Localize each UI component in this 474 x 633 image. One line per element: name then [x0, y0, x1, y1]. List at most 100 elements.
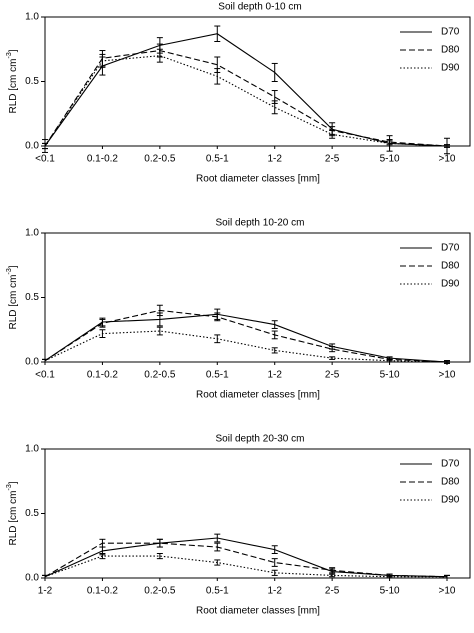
- plot-frame: [44, 448, 471, 579]
- error-bar: [214, 334, 221, 344]
- y-axis-label-part: ]: [8, 265, 19, 268]
- legend-label: D90: [441, 279, 460, 290]
- error-bar: [329, 573, 336, 578]
- y-tick-label: 1.0: [25, 228, 39, 239]
- x-tick-label: 0.2-0.5: [144, 154, 176, 165]
- x-axis-label: Root diameter classes [mm]: [196, 606, 320, 617]
- chart-title: Soil depth 10-20 cm: [216, 218, 305, 229]
- x-tick-label: >10: [439, 370, 456, 381]
- y-axis-label: RLD [cm cm-3]: [6, 265, 19, 329]
- data-line: [44, 542, 448, 578]
- error-bar: [444, 574, 450, 579]
- error-bar: [444, 144, 450, 148]
- error-bar: [271, 320, 278, 329]
- error-bar: [99, 318, 106, 328]
- error-bar: [99, 538, 106, 548]
- x-tick-label: 0.5-1: [206, 370, 229, 381]
- data-line: [44, 537, 448, 578]
- y-axis-label-part: RLD [cm cm: [8, 491, 19, 546]
- error-bar: [329, 356, 336, 360]
- x-axis-label: Root diameter classes [mm]: [196, 390, 320, 401]
- y-axis-label-part: ]: [8, 49, 19, 52]
- error-bar: [99, 552, 106, 560]
- x-tick-label: <0.1: [35, 154, 55, 165]
- y-tick-label: 0.5: [25, 76, 39, 87]
- legend-label: D70: [441, 27, 460, 38]
- error-bar: [386, 574, 393, 579]
- x-tick-label: 2-5: [325, 154, 340, 165]
- y-axis-label: RLD [cm cm-3]: [6, 49, 19, 113]
- data-line: [44, 33, 448, 147]
- legend-label: D80: [441, 477, 460, 488]
- y-tick-label: 0.0: [25, 357, 39, 368]
- x-tick-label: 5-10: [380, 154, 400, 165]
- error-bar: [329, 567, 336, 574]
- legend-label: D80: [441, 45, 460, 56]
- legend-label: D70: [441, 243, 460, 254]
- x-tick-label: 1-2: [267, 154, 282, 165]
- data-line: [44, 55, 448, 147]
- error-bar: [156, 326, 163, 336]
- error-bar: [271, 558, 278, 567]
- error-bar: [386, 140, 393, 147]
- error-bar: [99, 53, 106, 68]
- x-tick-label: 2-5: [325, 370, 340, 381]
- error-bar: [214, 25, 221, 43]
- error-bar: [329, 130, 336, 139]
- error-bar: [329, 346, 336, 353]
- error-bar: [99, 329, 106, 338]
- error-bar: [386, 358, 393, 363]
- x-tick-label: 1-2: [38, 586, 53, 597]
- x-tick-label: >10: [439, 154, 456, 165]
- chart-title: Soil depth 20-30 cm: [216, 434, 305, 445]
- x-tick-label: 0.5-1: [206, 154, 229, 165]
- data-line: [44, 555, 447, 578]
- legend-label: D70: [441, 459, 460, 470]
- x-tick-label: 0.1-0.2: [87, 154, 119, 165]
- y-axis-label-part: RLD [cm cm: [8, 275, 19, 330]
- error-bar: [444, 360, 450, 364]
- error-bar: [156, 48, 163, 63]
- y-axis-label-part: -3: [6, 52, 13, 58]
- plot-frame: [44, 16, 471, 147]
- error-bar: [271, 62, 278, 82]
- error-bar: [271, 330, 278, 340]
- y-axis-label-part: RLD [cm cm: [8, 59, 19, 114]
- y-tick-label: 0.0: [25, 141, 39, 152]
- y-axis-label-part: -3: [6, 484, 13, 490]
- y-tick-label: 0.5: [25, 508, 39, 519]
- error-bar: [214, 68, 221, 85]
- y-tick-label: 0.0: [25, 573, 39, 584]
- x-tick-label: >10: [439, 586, 456, 597]
- x-tick-label: 5-10: [380, 586, 400, 597]
- data-line: [44, 330, 448, 363]
- data-line: [44, 49, 448, 147]
- error-bar: [271, 347, 278, 354]
- error-bar: [156, 538, 163, 548]
- data-line: [44, 313, 448, 363]
- error-bar: [156, 552, 163, 560]
- error-bar: [42, 574, 48, 579]
- error-bar: [271, 100, 278, 115]
- error-bar: [214, 312, 221, 322]
- x-tick-label: 0.1-0.2: [87, 370, 119, 381]
- x-tick-label: 1-2: [267, 586, 282, 597]
- error-bar: [156, 304, 163, 317]
- y-axis-label-part: -3: [6, 268, 13, 274]
- error-bar: [42, 358, 48, 363]
- x-tick-label: 2-5: [325, 586, 340, 597]
- y-axis-label: RLD [cm cm-3]: [6, 481, 19, 545]
- legend-label: D90: [441, 63, 460, 74]
- legend-label: D80: [441, 261, 460, 272]
- error-bar: [271, 545, 278, 554]
- x-tick-label: 1-2: [267, 370, 282, 381]
- x-tick-label: <0.1: [35, 370, 55, 381]
- error-bar: [42, 142, 48, 150]
- y-tick-label: 1.0: [25, 12, 39, 23]
- error-bar: [214, 559, 221, 566]
- x-tick-label: 5-10: [380, 370, 400, 381]
- legend-label: D90: [441, 495, 460, 506]
- data-line: [44, 309, 448, 363]
- x-tick-label: 0.5-1: [206, 586, 229, 597]
